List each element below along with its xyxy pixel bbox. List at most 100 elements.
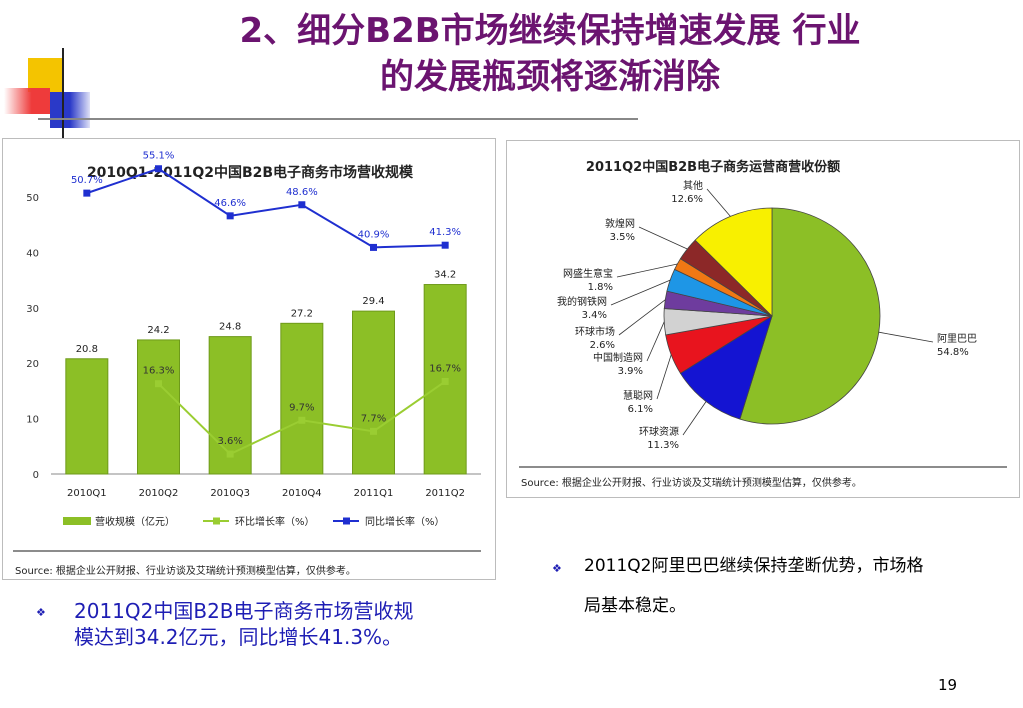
right-bullet-text: 2011Q2阿里巴巴继续保持垄断优势，市场格 局基本稳定。	[584, 546, 923, 626]
bar-value-label: 27.2	[291, 308, 313, 319]
pie-leader-line	[682, 401, 707, 436]
x-tick-label: 2010Q3	[210, 488, 250, 499]
pie-leader-line	[706, 188, 731, 217]
yoy-growth-label: 46.6%	[214, 198, 246, 209]
yoy-growth-point	[83, 189, 91, 197]
legend-label: 营收规模（亿元）	[95, 515, 175, 528]
pie-slice-value-label: 3.4%	[582, 310, 607, 321]
legend-swatch-marker	[343, 517, 350, 525]
pie-slice-value-label: 2.6%	[590, 340, 615, 351]
pie-slice	[739, 207, 881, 425]
legend-swatch-marker	[213, 517, 220, 525]
legend-label: 环比增长率（%）	[235, 515, 315, 528]
pie-slice-label: 我的钢铁网	[557, 295, 607, 308]
decor-blue-square	[50, 92, 90, 128]
bullet-diamond-icon: ❖	[552, 562, 562, 575]
right-bullet-line-1: 2011Q2阿里巴巴继续保持垄断优势，市场格	[584, 556, 924, 576]
slide-title-line-1: 2、细分B2B市场继续保持增速发展 行业	[239, 11, 861, 51]
slide-title-line-2: 的发展瓶颈将逐渐消除	[380, 57, 720, 97]
pie-chart-panel: 2011Q2中国B2B电子商务运营商营收份额阿里巴巴 54.8% 环球资源 11.3%…	[506, 140, 1020, 498]
pie-chart-source: Source: 根据企业公开财报、行业访谈及艾瑞统计预测模型估算，仅供参考。	[521, 478, 862, 489]
pie-slice-label: 环球市场	[575, 325, 615, 338]
bar-value-label: 24.8	[219, 322, 241, 333]
pie-slice-label: 中国制造网	[593, 351, 643, 364]
pie-leader-line	[878, 331, 934, 343]
left-bullet-text: 2011Q2中国B2B电子商务市场营收规 模达到34.2亿元，同比增长41.3%…	[74, 598, 414, 650]
mom-growth-point	[155, 380, 162, 388]
mom-growth-point	[226, 450, 234, 458]
mom-growth-label: 9.7%	[289, 402, 314, 413]
mom-growth-point	[441, 377, 449, 385]
pie-leader-line	[638, 226, 688, 250]
x-tick-label: 2010Q1	[67, 488, 107, 499]
yoy-growth-line	[86, 167, 446, 249]
bar	[352, 310, 395, 475]
bullet-diamond-icon: ❖	[36, 606, 46, 619]
mom-growth-label: 3.6%	[217, 436, 242, 447]
pie-slice-label: 网盛生意宝	[563, 267, 613, 280]
x-tick-label: 2010Q4	[282, 488, 322, 499]
left-bullet-line-1: 2011Q2中国B2B电子商务市场营收规	[74, 599, 414, 623]
bar-chart-title: 2010Q1-2011Q2中国B2B电子商务市场营收规模	[87, 164, 414, 181]
decor-red-bar	[4, 88, 50, 114]
pie-slice-value-label: 3.9%	[618, 366, 643, 377]
yoy-growth-point	[441, 241, 449, 249]
page-number: 19	[938, 676, 958, 694]
pie-slice-value-label: 3.5%	[610, 232, 635, 243]
mom-growth-label: 16.3%	[143, 366, 175, 377]
yoy-growth-point	[155, 165, 162, 173]
slide-title: 2、细分B2B市场继续保持增速发展 行业 的发展瓶颈将逐渐消除	[110, 8, 990, 100]
yoy-growth-label: 55.1%	[143, 151, 175, 162]
pie-slice-label: 慧聪网	[623, 389, 653, 402]
pie-slice-label: 环球资源	[639, 425, 679, 438]
pie-chart-title: 2011Q2中国B2B电子商务运营商营收份额	[586, 159, 840, 175]
bar	[280, 322, 324, 475]
yoy-growth-label: 40.9%	[358, 229, 390, 240]
pie-slice-value-label: 12.6%	[671, 194, 703, 205]
y-tick-label: 20	[26, 359, 39, 370]
yoy-growth-label: 50.7%	[71, 175, 103, 186]
yoy-growth-point	[226, 212, 234, 220]
y-tick-label: 30	[26, 304, 39, 315]
y-tick-label: 50	[26, 193, 39, 204]
y-tick-label: 10	[26, 415, 39, 426]
mom-growth-point	[370, 427, 377, 435]
legend-label: 同比增长率（%）	[365, 515, 445, 528]
bar	[208, 336, 252, 475]
x-tick-label: 2011Q2	[425, 488, 465, 499]
yoy-growth-label: 48.6%	[286, 187, 318, 198]
left-bullet-line-2: 模达到34.2亿元，同比增长41.3%。	[74, 625, 403, 649]
pie-slice-value-label: 6.1%	[628, 404, 653, 415]
legend-swatch-bar	[63, 517, 91, 525]
pie-slice	[679, 315, 773, 420]
pie-slice-label: 阿里巴巴	[937, 333, 977, 345]
pie-slice-value-label: 54.8%	[937, 347, 969, 358]
pie-slice-label: 敦煌网	[605, 217, 635, 230]
bar-value-label: 20.8	[76, 344, 98, 355]
decor-vertical-line	[62, 48, 64, 140]
right-bullet-line-2: 局基本稳定。	[584, 596, 686, 616]
mom-growth-point	[298, 416, 306, 424]
bar-chart-source: Source: 根据企业公开财报、行业访谈及艾瑞统计预测模型估算，仅供参考。	[15, 566, 356, 577]
pie-slice-label: 其他	[683, 179, 703, 192]
bar-line-chart: 2010Q1-2011Q2中国B2B电子商务市场营收规模 0 10 20 30 40 50 2…	[13, 151, 481, 552]
bar	[137, 339, 180, 475]
pie-leader-line	[646, 321, 665, 362]
yoy-growth-point	[298, 201, 306, 209]
pie-slice-value-label: 11.3%	[647, 440, 679, 451]
pie-leader-line	[656, 354, 672, 400]
mom-growth-label: 16.7%	[429, 363, 461, 374]
x-tick-label: 2010Q2	[139, 488, 179, 499]
y-tick-label: 40	[26, 248, 39, 259]
bar	[65, 358, 109, 475]
decor-yellow-square	[28, 58, 62, 92]
yoy-growth-point	[370, 243, 377, 251]
y-tick-label: 0	[33, 470, 39, 481]
pie-leader-line	[610, 279, 671, 306]
pie-slice-value-label: 1.8%	[588, 282, 613, 293]
bar-chart-panel: 2010Q1-2011Q2中国B2B电子商务市场营收规模 0 10 20 30 40 50 2…	[2, 138, 496, 580]
mom-growth-label: 7.7%	[361, 413, 386, 424]
bar-value-label: 24.2	[147, 325, 169, 336]
yoy-growth-label: 41.3%	[429, 227, 461, 238]
